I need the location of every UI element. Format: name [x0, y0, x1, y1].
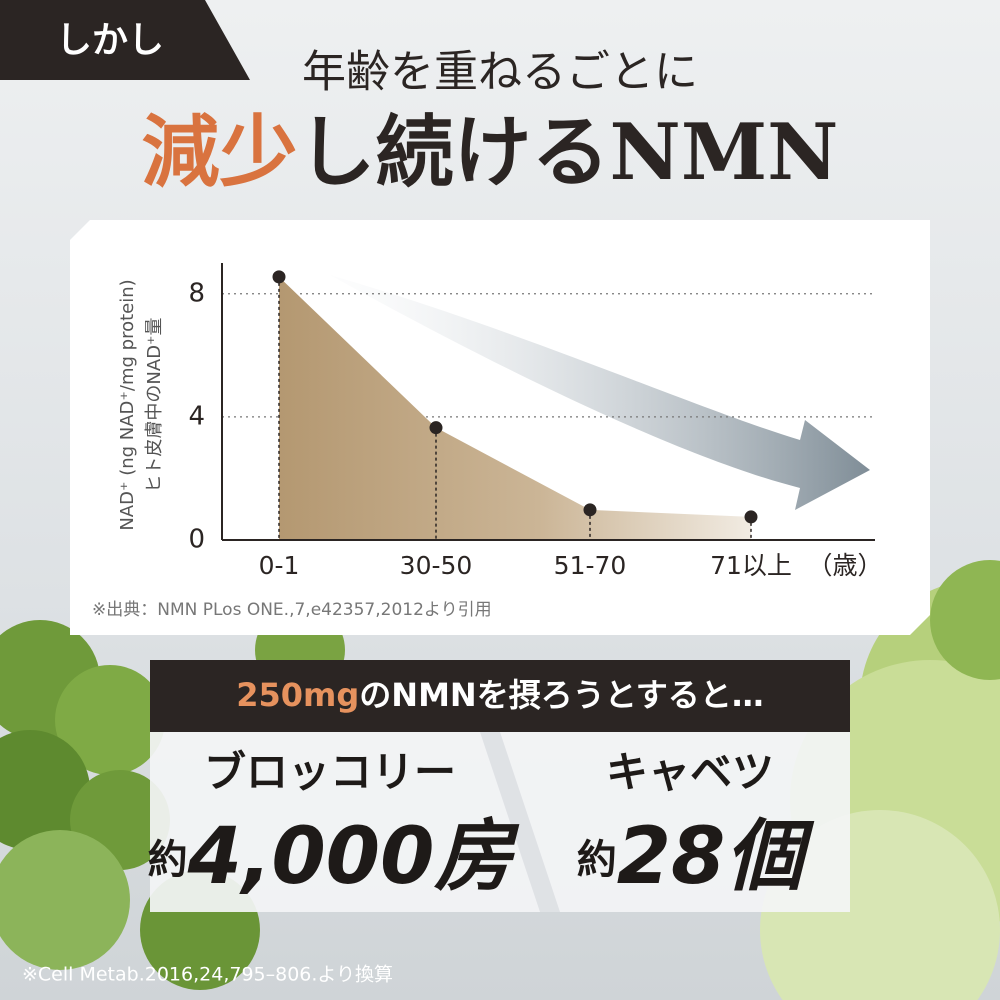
area: [279, 276, 751, 540]
box-divider: [480, 732, 560, 912]
source: ※出典：NMN PLos ONE.,7,e42357,2012より引用: [92, 600, 492, 620]
item-value: 28個: [617, 812, 816, 902]
item-value: 4,000房: [187, 812, 521, 902]
box-header: [150, 660, 850, 732]
box-heading: 250mgのNMNを摂ろうとすると…: [236, 676, 764, 714]
x-unit: （歳）: [807, 551, 882, 580]
badge-bg: [0, 0, 250, 80]
y-axis-label: NAD⁺ (ng NAD⁺/mg protein): [117, 279, 138, 530]
trend-arrow: [330, 275, 870, 510]
y-axis-label: ヒト皮膚中のNAD⁺量: [144, 317, 165, 492]
y-tick-label: 4: [188, 401, 205, 431]
x-tick-label: 51-70: [554, 551, 627, 580]
point: [744, 510, 758, 524]
item-name: ブロッコリー: [204, 748, 456, 797]
box-heading-em: 250mg: [236, 676, 359, 714]
point: [272, 270, 286, 284]
item-amount: 約4,000房: [148, 812, 521, 902]
x-tick-label: 71以上: [710, 551, 792, 580]
badge: しかし: [56, 20, 164, 61]
item-prefix: 約: [577, 837, 617, 883]
box-heading-rest: のNMNを摂ろうとすると…: [359, 676, 763, 714]
item-name: キャベツ: [606, 748, 774, 797]
y-tick-label: 8: [188, 278, 205, 308]
headline-line1: 年齢を重ねるごとに: [302, 47, 698, 98]
footnote: ※Cell Metab.2016,24,795–806.より換算: [22, 964, 393, 986]
x-tick-label: 30-50: [400, 551, 473, 580]
headline-emphasis: 減少: [142, 107, 298, 198]
y-tick-label: 0: [188, 525, 205, 555]
headline-rest: し続けるNMN: [298, 107, 839, 198]
point: [583, 503, 597, 517]
point: [429, 421, 443, 435]
x-tick-label: 0-1: [259, 551, 300, 580]
chart: 0 4 8 0-1 30-50 51-70 71以上 （歳） NAD⁺ (ng NAD⁺/mg …: [92, 263, 883, 620]
item-amount: 約28個: [577, 812, 816, 902]
item-prefix: 約: [148, 837, 188, 883]
headline-line2: 減少し続けるNMN: [142, 107, 839, 198]
